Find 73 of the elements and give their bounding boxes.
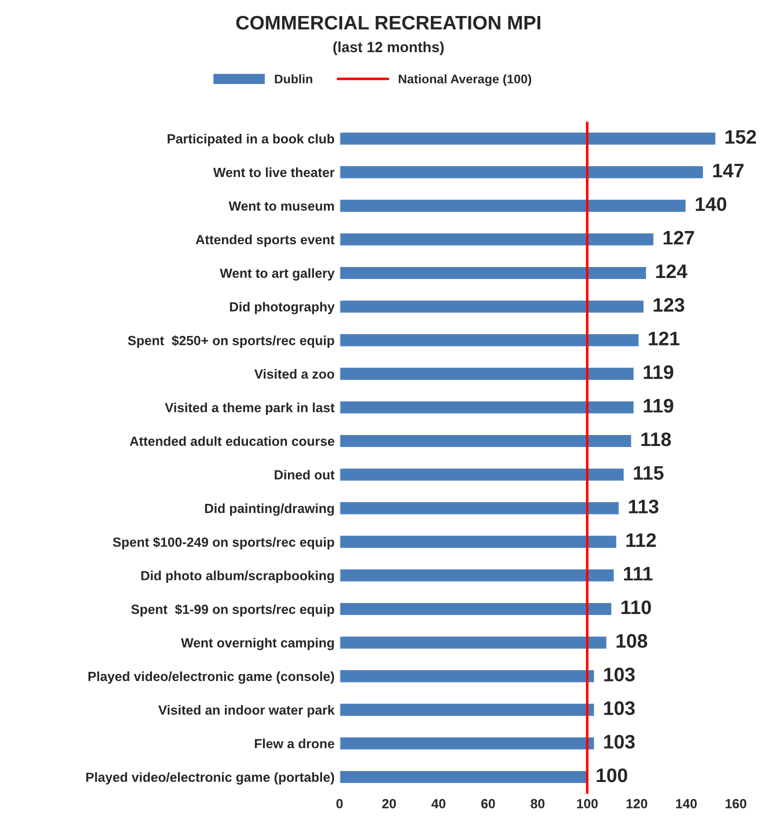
bar bbox=[340, 736, 596, 751]
y-tick-label: Went to art gallery bbox=[220, 268, 335, 281]
data-label: 108 bbox=[616, 634, 648, 648]
data-label: 140 bbox=[696, 197, 726, 212]
y-tick-label: Went to museum bbox=[228, 202, 334, 211]
y-tick-label: Dined out bbox=[274, 470, 335, 480]
y-tick-label: Played video/electronic game (portable) bbox=[86, 772, 334, 785]
chart-title: COMMERCIAL RECREATION MPI bbox=[236, 16, 540, 30]
data-label: 110 bbox=[622, 600, 651, 614]
y-tick-label: Visited an indoor water park bbox=[158, 705, 335, 718]
bar bbox=[340, 467, 626, 482]
bar bbox=[340, 366, 635, 382]
y-tick-label: Spent $100-249 on sports/rec equip bbox=[112, 536, 334, 550]
bar bbox=[340, 400, 635, 415]
data-label: 152 bbox=[726, 130, 756, 144]
y-tick-label: Flew a drone bbox=[254, 738, 334, 748]
data-label: 115 bbox=[634, 466, 664, 480]
data-label: 124 bbox=[656, 264, 688, 278]
x-tick-label: 60 bbox=[481, 799, 495, 808]
legend-label: National Average (100) bbox=[398, 74, 532, 86]
bar bbox=[340, 131, 717, 146]
y-tick-label: Attended sports event bbox=[196, 234, 335, 247]
x-tick-label: 40 bbox=[431, 799, 446, 808]
data-label: 113 bbox=[628, 500, 658, 514]
bar bbox=[340, 198, 687, 214]
x-tick-label: 20 bbox=[382, 799, 396, 808]
bar bbox=[340, 164, 704, 180]
bar bbox=[340, 500, 620, 516]
x-tick-label: 100 bbox=[577, 799, 598, 808]
y-tick-label: Played video/electronic game (console) bbox=[88, 671, 334, 684]
y-tick-label: Did painting/drawing bbox=[205, 503, 334, 516]
bar bbox=[340, 702, 596, 718]
bar bbox=[340, 232, 655, 247]
x-tick-label: 0 bbox=[336, 799, 343, 808]
data-label: 147 bbox=[713, 164, 744, 178]
bar bbox=[340, 266, 648, 280]
bar bbox=[340, 635, 608, 650]
data-label: 119 bbox=[644, 398, 674, 413]
y-tick-label: Went to live theater bbox=[213, 167, 334, 178]
y-tick-label: Did photography bbox=[230, 302, 335, 314]
x-tick-label: 140 bbox=[676, 799, 697, 808]
bar bbox=[340, 602, 613, 616]
y-tick-label: Spent $1-99 on sports/rec equip bbox=[131, 604, 334, 617]
data-label: 119 bbox=[644, 365, 674, 380]
bar bbox=[340, 568, 616, 583]
bar bbox=[340, 534, 618, 550]
data-label: 118 bbox=[641, 432, 671, 446]
x-tick-label: 160 bbox=[726, 799, 746, 808]
data-label: 103 bbox=[604, 701, 635, 716]
bar bbox=[340, 299, 645, 314]
data-label: 111 bbox=[624, 567, 653, 580]
data-label: 103 bbox=[604, 668, 635, 682]
bar bbox=[340, 434, 632, 448]
y-tick-label: Did photo album/scrapbooking bbox=[141, 570, 334, 583]
legend-label: Dublin bbox=[274, 74, 312, 84]
x-tick-label: 120 bbox=[626, 799, 648, 808]
y-tick-label: Went overnight camping bbox=[181, 638, 334, 650]
data-label: 123 bbox=[654, 298, 684, 312]
bar bbox=[340, 668, 596, 684]
y-tick-label: Spent $250+ on sports/rec equip bbox=[128, 335, 334, 348]
x-tick-label: 80 bbox=[530, 799, 544, 808]
y-tick-label: Participated in a book club bbox=[168, 134, 334, 146]
bar bbox=[340, 770, 588, 784]
y-tick-label: Visited a theme park in last bbox=[164, 402, 335, 415]
data-label: 100 bbox=[596, 768, 628, 782]
data-label: 112 bbox=[626, 533, 656, 547]
y-tick-label: Attended adult education course bbox=[130, 436, 334, 446]
y-tick-label: Visited a zoo bbox=[254, 369, 334, 379]
bar bbox=[340, 332, 640, 348]
chart-subtitle: (last 12 months) bbox=[333, 42, 444, 56]
data-label: 127 bbox=[664, 230, 694, 244]
data-label: 121 bbox=[648, 332, 680, 346]
data-label: 103 bbox=[604, 734, 635, 749]
